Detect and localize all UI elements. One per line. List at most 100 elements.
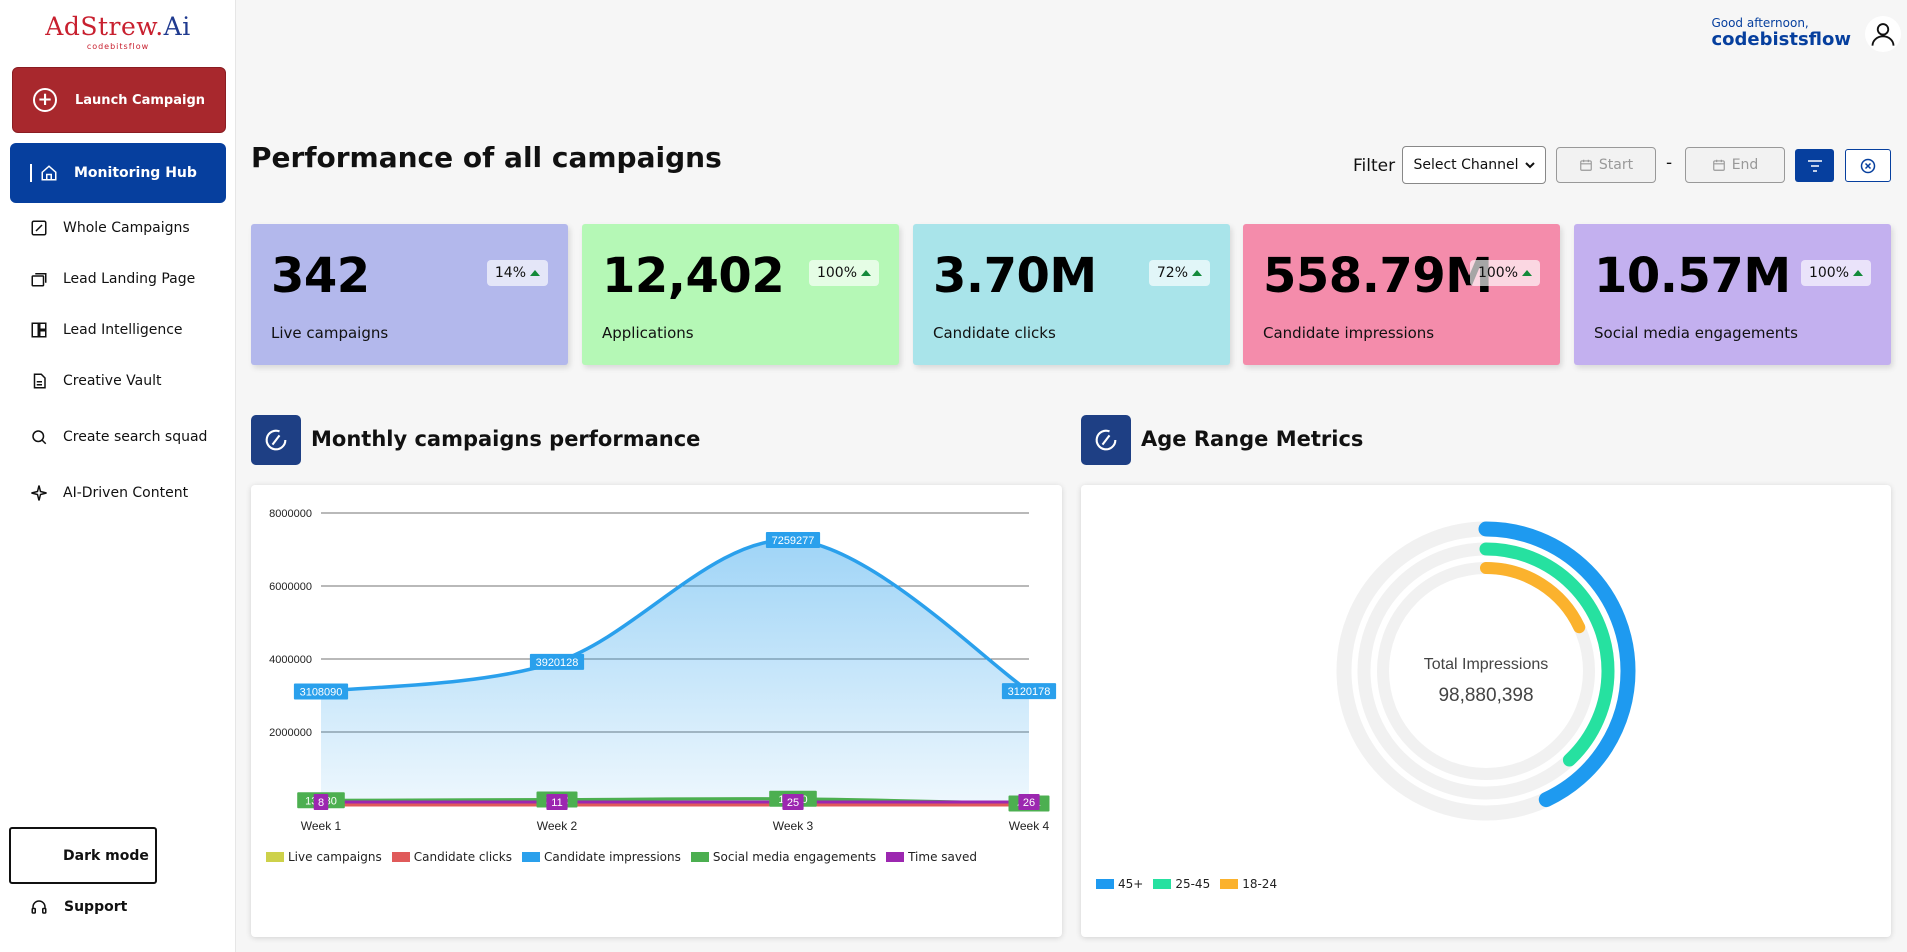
- legend-swatch: [690, 852, 709, 862]
- close-circle-icon: [1860, 158, 1876, 173]
- logo-text-red: AdStrew.: [45, 12, 164, 41]
- sidebar-item-label: Create search squad: [63, 429, 208, 445]
- dark-mode-label: Dark mode: [63, 847, 149, 864]
- sidebar-item-lead-landing-page[interactable]: Lead Landing Page: [30, 267, 195, 291]
- logo[interactable]: AdStrew.Ai codebitsflow: [38, 12, 198, 56]
- intelligence-icon: [31, 322, 47, 338]
- chart-legend: Live campaigns Candidate clicks Candidate …: [266, 850, 987, 864]
- data-label-box: [1018, 793, 1040, 810]
- monthly-section-title: Monthly campaigns performance: [311, 427, 701, 451]
- legend-item[interactable]: Live campaigns: [266, 850, 382, 864]
- stat-label: Social media engagements: [1594, 324, 1798, 342]
- legend-item[interactable]: Candidate impressions: [521, 850, 681, 864]
- data-label: 11: [546, 793, 568, 810]
- chevron-down-icon: [1524, 162, 1535, 169]
- data-label: 7259277: [765, 532, 821, 549]
- channel-select-value: Select Channel: [1413, 157, 1519, 173]
- data-label-box: [765, 532, 821, 549]
- legend-swatch: [1220, 879, 1239, 889]
- sidebar-item-whole-campaigns[interactable]: Whole Campaigns: [30, 216, 190, 240]
- data-label-box: [546, 793, 568, 810]
- x-tick-label: Week 2: [537, 819, 578, 833]
- data-label: 8: [313, 793, 329, 810]
- ring-45+: [1336, 521, 1636, 821]
- launch-campaign-button[interactable]: + Launch Campaign: [12, 67, 226, 133]
- data-label: 3120178: [1001, 683, 1057, 700]
- sidebar-item-create-search-squad[interactable]: Create search squad: [30, 425, 207, 449]
- legend-item[interactable]: 25-45: [1153, 877, 1210, 891]
- arrow-up-icon: [861, 270, 871, 276]
- sidebar-item-label: AI-Driven Content: [63, 485, 189, 501]
- sidebar-item-ai-driven-content[interactable]: AI-Driven Content: [30, 481, 188, 505]
- stat-card-candidate-impressions: 558.79M 100% Candidate impressions: [1243, 224, 1560, 365]
- plus-circle-icon: +: [33, 88, 57, 112]
- sidebar-item-monitoring-hub[interactable]: Monitoring Hub: [10, 143, 226, 203]
- sparkle-icon: [31, 485, 47, 501]
- arrow-up-icon: [1853, 270, 1863, 276]
- change-badge: 100%: [1469, 260, 1540, 286]
- refresh-chart-icon: [1081, 415, 1131, 465]
- legend-item[interactable]: Candidate clicks: [391, 850, 512, 864]
- support-link[interactable]: Support: [30, 898, 127, 916]
- headset-icon: [31, 900, 47, 914]
- dark-mode-toggle[interactable]: Dark mode: [9, 827, 157, 884]
- filter-label: Filter: [1353, 156, 1396, 176]
- channel-select[interactable]: Select Channel: [1402, 146, 1546, 184]
- monthly-performance-chart: 800000060000004000000200000013··801···21…: [269, 508, 1057, 833]
- end-date-input[interactable]: End: [1685, 147, 1785, 183]
- sidebar-item-creative-vault[interactable]: Creative Vault: [30, 369, 161, 393]
- stat-card-applications: 12,402 100% Applications: [582, 224, 899, 365]
- legend-item[interactable]: 18-24: [1220, 877, 1277, 891]
- data-label-text: 7259277: [772, 535, 815, 547]
- y-tick-label: 4000000: [269, 654, 312, 666]
- legend-item[interactable]: 45+: [1096, 877, 1143, 891]
- data-label-text: 11: [551, 797, 562, 809]
- legend-label: Candidate clicks: [413, 850, 512, 864]
- stat-value: 558.79M: [1263, 248, 1493, 304]
- sidebar: AdStrew.Ai codebitsflow + Launch Campaig…: [0, 0, 236, 952]
- legend-swatch: [521, 852, 540, 862]
- data-label-box: [293, 683, 349, 700]
- x-tick-label: Week 1: [301, 819, 342, 833]
- username: codebistsflow: [1711, 29, 1851, 50]
- logo-subtitle: codebitsflow: [86, 42, 150, 51]
- age-range-chart: Total Impressions 98,880,398: [1336, 521, 1636, 821]
- avatar[interactable]: [1865, 16, 1901, 52]
- calendar-icon: [1580, 159, 1592, 171]
- end-date-placeholder: End: [1731, 157, 1759, 173]
- legend-label: Live campaigns: [288, 850, 382, 864]
- arrow-up-icon: [530, 270, 540, 276]
- data-label-text: 3920128: [536, 657, 579, 669]
- sidebar-item-label: Lead Intelligence: [63, 322, 183, 338]
- refresh-chart-icon: [251, 415, 301, 465]
- apply-filter-button[interactable]: [1795, 149, 1834, 182]
- data-label-box: [313, 793, 329, 810]
- legend-item[interactable]: Social media engagements: [690, 850, 876, 864]
- y-tick-label: 2000000: [269, 727, 312, 739]
- change-badge: 14%: [486, 260, 548, 286]
- legend-swatch: [391, 852, 410, 862]
- stat-card-social-media-engagements: 10.57M 100% Social media engagements: [1574, 224, 1891, 365]
- vault-icon: [33, 373, 46, 389]
- y-tick-label: 8000000: [269, 508, 312, 520]
- change-value: 14%: [494, 265, 526, 281]
- change-value: 72%: [1156, 265, 1188, 281]
- data-label-box: [782, 793, 804, 810]
- change-value: 100%: [1477, 265, 1518, 281]
- arrow-up-icon: [1192, 270, 1202, 276]
- sidebar-item-lead-intelligence[interactable]: Lead Intelligence: [30, 318, 183, 342]
- start-date-input[interactable]: Start: [1556, 147, 1656, 183]
- home-icon: [41, 165, 57, 181]
- arrow-up-icon: [1522, 270, 1532, 276]
- legend-swatch: [1153, 879, 1172, 889]
- clear-filter-button[interactable]: [1845, 149, 1891, 182]
- sidebar-item-label: Whole Campaigns: [63, 220, 190, 236]
- legend-item[interactable]: Time saved: [886, 850, 977, 864]
- center-label: Total Impressions: [1424, 656, 1549, 673]
- data-label: 3108090: [293, 683, 349, 700]
- change-badge: 72%: [1148, 260, 1210, 286]
- support-label: Support: [64, 899, 128, 915]
- stat-value: 3.70M: [933, 248, 1097, 304]
- greeting-text: Good afternoon,: [1711, 16, 1809, 30]
- start-date-placeholder: Start: [1598, 157, 1634, 173]
